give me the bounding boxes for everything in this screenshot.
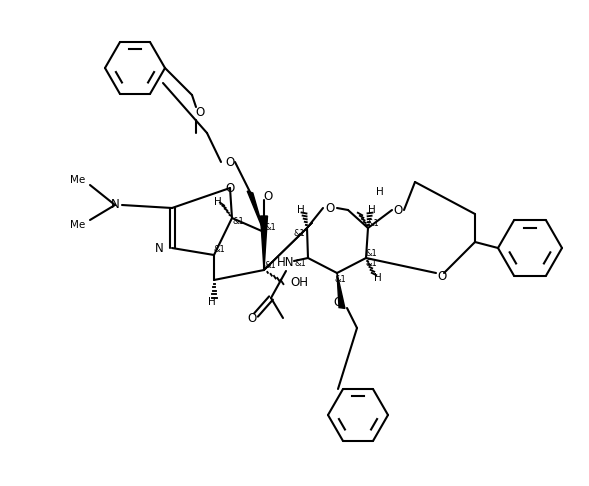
Text: N: N <box>111 198 120 211</box>
Text: &1: &1 <box>365 259 377 267</box>
Text: O: O <box>325 202 335 214</box>
Text: O: O <box>333 296 343 310</box>
Text: H: H <box>376 187 384 197</box>
Text: &1: &1 <box>213 244 225 254</box>
Text: HN: HN <box>277 257 294 270</box>
Polygon shape <box>247 191 264 232</box>
Text: O: O <box>196 106 204 120</box>
Text: &1: &1 <box>293 228 305 238</box>
Text: &1: &1 <box>365 248 377 258</box>
Polygon shape <box>260 216 267 270</box>
Text: &1: &1 <box>232 218 244 226</box>
Text: O: O <box>438 271 446 283</box>
Text: H: H <box>297 205 305 215</box>
Text: OH: OH <box>290 276 308 289</box>
Text: Me: Me <box>70 220 85 230</box>
Text: &1: &1 <box>334 276 346 284</box>
Text: O: O <box>247 312 257 326</box>
Text: H: H <box>374 273 382 283</box>
Text: H: H <box>368 205 376 215</box>
Polygon shape <box>337 273 345 309</box>
Text: O: O <box>226 181 234 194</box>
Text: &1: &1 <box>294 259 306 267</box>
Text: O: O <box>263 190 273 203</box>
Text: H: H <box>208 297 216 307</box>
Text: N: N <box>155 242 164 255</box>
Text: H: H <box>214 197 222 207</box>
Text: O: O <box>393 204 403 216</box>
Text: O: O <box>226 156 234 169</box>
Text: Me: Me <box>70 175 85 185</box>
Text: &1: &1 <box>367 219 379 227</box>
Polygon shape <box>264 223 312 270</box>
Text: &1: &1 <box>264 260 276 270</box>
Text: &1: &1 <box>264 223 276 231</box>
